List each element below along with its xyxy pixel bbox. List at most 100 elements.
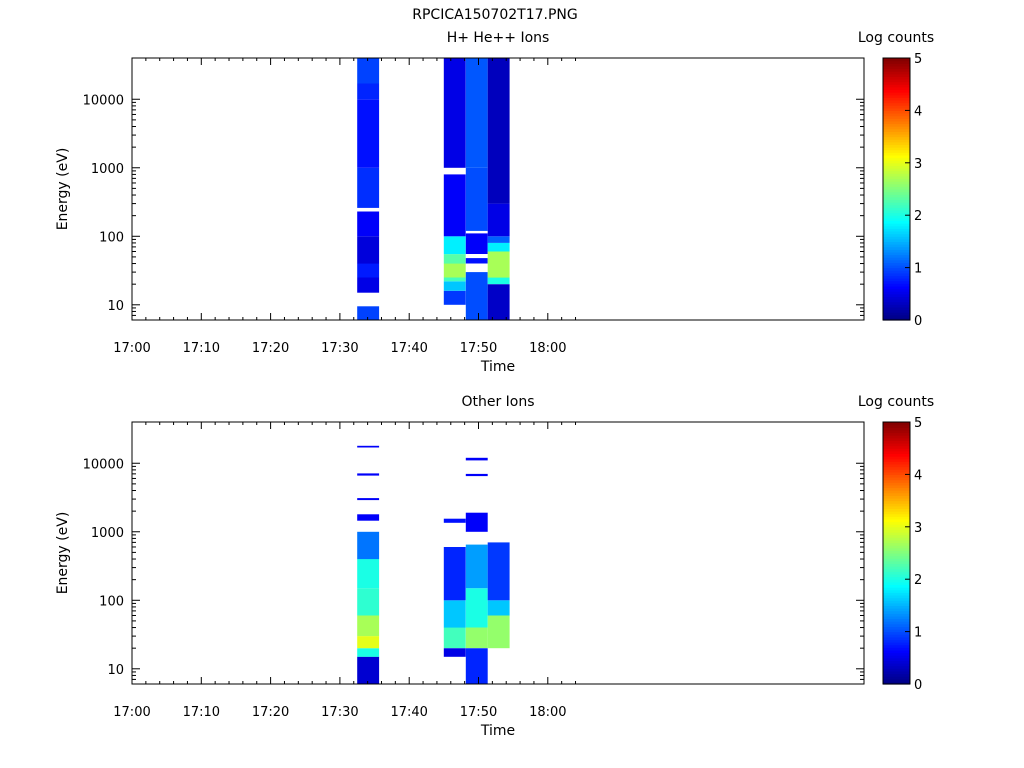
spectrogram-cell bbox=[357, 615, 380, 637]
spectrogram-cell bbox=[487, 277, 510, 285]
colorbar-segment bbox=[883, 487, 910, 491]
colorbar-segment bbox=[883, 518, 910, 523]
colorbar-segment bbox=[883, 147, 910, 151]
colorbar-segment bbox=[883, 497, 910, 502]
colorbar-segment bbox=[883, 492, 910, 496]
colorbar-segment bbox=[883, 102, 910, 106]
spectrogram-cell bbox=[465, 627, 488, 649]
colorbar-segment bbox=[883, 123, 910, 127]
colorbar-segment bbox=[883, 594, 910, 599]
colorbar-tick-label: 3 bbox=[914, 521, 922, 536]
spectrogram-cell bbox=[357, 656, 380, 684]
colorbar-segment bbox=[883, 65, 910, 70]
colorbar-segment bbox=[883, 97, 910, 101]
colorbar-segment bbox=[883, 254, 910, 258]
colorbar-segment bbox=[883, 576, 910, 580]
colorbar-segment bbox=[883, 86, 910, 91]
spectrogram-cell bbox=[443, 254, 466, 264]
colorbar-segment bbox=[883, 209, 910, 214]
colorbar-segment bbox=[883, 466, 910, 470]
colorbar-segment bbox=[883, 168, 910, 172]
colorbar-segment bbox=[883, 442, 910, 447]
colorbar-segment bbox=[883, 228, 910, 232]
spectrogram-cell bbox=[487, 58, 510, 204]
colorbar-segment bbox=[883, 445, 910, 449]
colorbar-segment bbox=[883, 204, 910, 208]
colorbar-segment bbox=[883, 440, 910, 444]
colorbar-segment bbox=[883, 136, 910, 140]
x-tick-label: 17:50 bbox=[460, 705, 497, 720]
colorbar-segment bbox=[883, 532, 910, 536]
colorbar-segment bbox=[883, 288, 910, 292]
colorbar-segment bbox=[883, 471, 910, 475]
colorbar-segment bbox=[883, 505, 910, 510]
colorbar-segment bbox=[883, 236, 910, 240]
colorbar-segment bbox=[883, 244, 910, 248]
colorbar-segment bbox=[883, 605, 910, 609]
colorbar-segment bbox=[883, 482, 910, 486]
colorbar-segment bbox=[883, 73, 910, 77]
colorbar-tick-label: 0 bbox=[914, 678, 922, 693]
colorbar-segment bbox=[883, 264, 910, 269]
colorbar-segment bbox=[883, 152, 910, 156]
colorbar-segment bbox=[883, 563, 910, 567]
spectrogram-cell bbox=[465, 512, 488, 532]
y-tick-label: 1000 bbox=[91, 526, 124, 541]
colorbar-segment bbox=[883, 215, 910, 219]
colorbar-segment bbox=[883, 120, 910, 125]
colorbar-segment bbox=[883, 526, 910, 531]
spectrogram-cell bbox=[357, 211, 380, 237]
colorbar-tick-label: 4 bbox=[914, 104, 922, 119]
colorbar-segment bbox=[883, 223, 910, 227]
spectrogram-cell bbox=[443, 58, 466, 168]
spectrogram-cell bbox=[487, 242, 510, 252]
colorbar-segment bbox=[883, 267, 910, 271]
colorbar-segment bbox=[883, 571, 910, 575]
x-axis-label: Time bbox=[480, 723, 515, 739]
colorbar-segment bbox=[883, 555, 910, 559]
colorbar-segment bbox=[883, 84, 910, 88]
colorbar-segment bbox=[883, 141, 910, 146]
colorbar-segment bbox=[883, 128, 910, 132]
colorbar-segment bbox=[883, 293, 910, 298]
colorbar-segment bbox=[883, 126, 910, 130]
y-tick-label: 10 bbox=[107, 663, 124, 678]
colorbar-segment bbox=[883, 660, 910, 664]
colorbar-segment bbox=[883, 537, 910, 541]
colorbar-segment bbox=[883, 149, 910, 153]
colorbar-segment bbox=[883, 194, 910, 198]
colorbar-segment bbox=[883, 639, 910, 643]
x-tick-label: 17:40 bbox=[390, 705, 427, 720]
x-axis-label: Time bbox=[480, 359, 515, 375]
colorbar-segment bbox=[883, 550, 910, 554]
x-tick-label: 17:10 bbox=[183, 705, 220, 720]
plot-frame bbox=[131, 57, 865, 321]
colorbar-tick-label: 4 bbox=[914, 468, 922, 483]
panel-h-he-ions: H+ He++ Ions 17:00 17:10 17:20 17:30 17:40 17:… bbox=[55, 30, 934, 375]
spectrogram-cell bbox=[357, 236, 380, 264]
spectrogram-cell bbox=[357, 99, 380, 168]
colorbar-segment bbox=[883, 76, 910, 80]
spectrogram-cell bbox=[357, 445, 380, 448]
colorbar-segment bbox=[883, 539, 910, 544]
colorbar-segment bbox=[883, 139, 910, 143]
y-tick-label: 10000 bbox=[83, 93, 124, 108]
colorbar-segment bbox=[883, 573, 910, 578]
colorbar-segment bbox=[883, 278, 910, 282]
x-tick-label: 17:30 bbox=[321, 341, 358, 356]
plot-frame bbox=[131, 421, 865, 685]
colorbar-segment bbox=[883, 154, 910, 159]
colorbar-segment bbox=[883, 68, 910, 72]
colorbar-segment bbox=[883, 458, 910, 462]
y-axis-label: Energy (eV) bbox=[55, 148, 71, 231]
colorbar-segment bbox=[883, 63, 910, 67]
colorbar-tick-label: 2 bbox=[914, 209, 922, 224]
spectrogram-cell bbox=[357, 636, 380, 649]
colorbar-segment bbox=[883, 508, 910, 512]
colorbar-segment bbox=[883, 448, 910, 452]
colorbar-tick-label: 0 bbox=[914, 314, 922, 329]
colorbar-segment bbox=[883, 220, 910, 224]
x-tick-label: 17:40 bbox=[390, 341, 427, 356]
colorbar-segment bbox=[883, 105, 910, 109]
colorbar-segment bbox=[883, 427, 910, 431]
